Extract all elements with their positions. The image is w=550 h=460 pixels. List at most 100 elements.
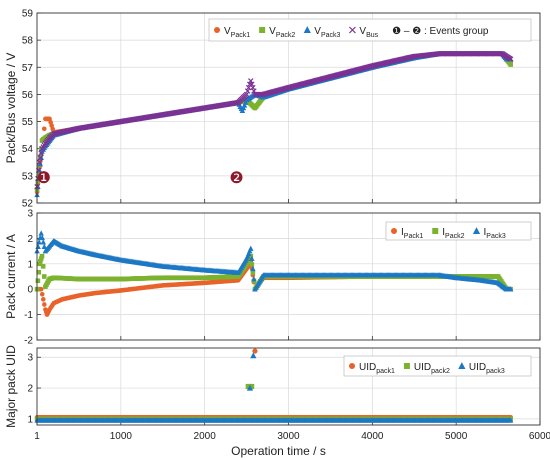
y-tick-label: 54 xyxy=(22,144,34,155)
x-tick-label: 1 xyxy=(34,431,40,442)
y-axis-label: Pack current / A xyxy=(4,234,18,319)
y-tick-label: 55 xyxy=(22,117,34,128)
event-point xyxy=(249,383,255,390)
data-point xyxy=(250,265,256,272)
legend: VPack1 VPack2 VPack3 VBus ❶ – ❷ : Events gro… xyxy=(208,18,532,42)
event-group-2-badge: ❷ xyxy=(229,168,243,187)
data-point xyxy=(40,239,47,245)
data-point xyxy=(242,99,249,105)
data-point xyxy=(37,155,44,161)
x-axis-label: Operation time / s xyxy=(231,444,326,458)
legend: IPack1 IPack2 IPack3 xyxy=(385,221,532,241)
data-point xyxy=(38,230,44,236)
legend-marker xyxy=(348,26,356,34)
series-VBus xyxy=(34,50,514,190)
legend-marker xyxy=(391,228,397,234)
data-point xyxy=(39,234,45,241)
data-point xyxy=(507,286,514,292)
voltage-panel: 52 53 54 55 56 57 58 59 Pack/Bus voltage / V VPac… xyxy=(4,9,541,210)
data-point xyxy=(40,297,46,302)
data-point xyxy=(41,126,47,132)
data-point xyxy=(41,274,47,279)
legend-marker xyxy=(214,27,220,33)
legend-marker xyxy=(403,363,410,369)
data-point xyxy=(42,302,47,307)
y-tick-label: 3 xyxy=(27,209,33,220)
x-tick-label: 2000 xyxy=(194,431,217,442)
data-point xyxy=(39,291,45,297)
data-point xyxy=(38,256,44,262)
data-point xyxy=(35,278,41,284)
y-axis-label: Major pack UID xyxy=(4,345,18,428)
legend: UIDpack1 UIDpack2 UIDpack3 xyxy=(343,355,532,377)
axes-frame xyxy=(36,347,541,426)
data-point xyxy=(36,269,42,275)
y-tick-label: 2 xyxy=(27,384,33,395)
data-point xyxy=(249,255,255,262)
data-point xyxy=(508,62,513,67)
x-tick-label: 5000 xyxy=(445,431,468,442)
data-point xyxy=(36,170,42,176)
y-tick-label: 1 xyxy=(27,414,33,425)
x-tick-label: 4000 xyxy=(361,431,384,442)
data-point xyxy=(251,276,257,282)
legend-marker xyxy=(349,363,355,369)
y-tick-label: 52 xyxy=(22,199,34,210)
y-tick-label: 58 xyxy=(22,36,34,47)
data-point xyxy=(39,253,45,259)
series-UIDpack3 xyxy=(34,352,514,423)
data-point xyxy=(241,102,248,108)
y-tick-label: -2 xyxy=(24,336,33,347)
data-point xyxy=(35,178,41,184)
data-point xyxy=(250,270,256,275)
legend-marker xyxy=(472,227,481,234)
y-tick-label: 2 xyxy=(27,234,33,245)
axes-frame xyxy=(36,212,541,341)
svg-text:❷: ❷ xyxy=(229,168,243,187)
event-point xyxy=(250,352,257,359)
data-point xyxy=(239,107,246,114)
current-panel: -2 -1 0 1 2 3 Pack current / A IPack1 IPack2 IPac… xyxy=(4,209,541,347)
y-tick-label: 0 xyxy=(27,285,33,296)
data-point xyxy=(38,150,44,156)
legend-marker xyxy=(303,26,311,33)
legend-marker xyxy=(432,228,439,234)
data-point xyxy=(38,286,44,292)
data-point xyxy=(37,261,42,267)
x-tick-label: 1000 xyxy=(110,431,133,442)
data-point xyxy=(248,253,254,259)
y-tick-label: 53 xyxy=(22,171,34,182)
uid-panel: 1 2 3 Major pack UID UIDpack1 UIDpack2 UIDpack… xyxy=(4,345,550,458)
data-point xyxy=(240,105,247,111)
data-point xyxy=(507,56,514,62)
event-point xyxy=(246,384,254,391)
x-tick-label: 3000 xyxy=(277,431,300,442)
data-point xyxy=(35,175,41,182)
y-tick-label: 57 xyxy=(22,63,34,74)
data-point xyxy=(248,245,254,251)
y-tick-label: 3 xyxy=(27,353,33,364)
data-point xyxy=(40,264,46,269)
data-point xyxy=(38,258,43,264)
data-point xyxy=(36,239,42,245)
svg-text:❶: ❶ xyxy=(37,168,51,187)
axes-frame xyxy=(36,12,541,204)
legend-marker xyxy=(458,362,466,369)
x-tick-label: 6000 xyxy=(529,431,550,442)
legend-marker xyxy=(259,27,266,33)
event-point xyxy=(245,383,251,390)
event-point xyxy=(252,348,258,354)
y-tick-label: 1 xyxy=(27,259,33,270)
y-axis-label: Pack/Bus voltage / V xyxy=(4,53,18,164)
y-tick-label: -1 xyxy=(24,310,33,321)
data-point xyxy=(41,243,48,249)
y-tick-label: 56 xyxy=(22,90,34,101)
data-point xyxy=(249,262,255,267)
data-point xyxy=(507,417,514,423)
events-group-note: ❶ – ❷ : Events group xyxy=(392,26,489,37)
event-group-1-badge: ❶ xyxy=(37,168,51,187)
series-IPack3 xyxy=(34,230,514,292)
data-point xyxy=(36,159,43,166)
y-tick-label: 59 xyxy=(22,9,34,20)
